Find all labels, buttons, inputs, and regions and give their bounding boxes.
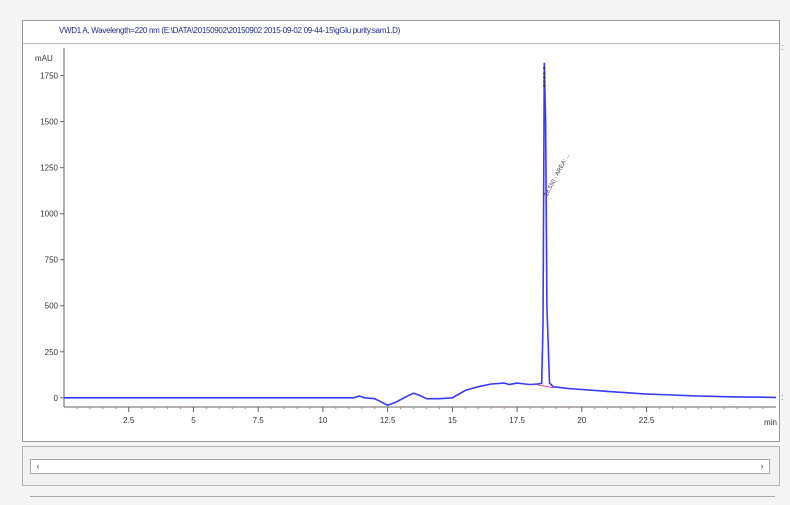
x-tick-label: 20 <box>577 416 586 425</box>
peak-marker <box>543 84 546 87</box>
horizontal-scrollbar[interactable]: ‹ › <box>30 459 770 474</box>
x-tick-label: 15 <box>448 416 457 425</box>
x-tick-label: 10 <box>318 416 327 425</box>
x-tick-label: 2.5 <box>123 416 135 425</box>
y-tick-label: 1250 <box>40 164 58 173</box>
y-tick-label: 0 <box>54 394 59 403</box>
x-tick-label: 7.5 <box>253 416 265 425</box>
y-tick-label: 750 <box>45 256 59 265</box>
divider <box>30 496 775 497</box>
peak-marker <box>543 72 546 75</box>
chromatogram-trace <box>64 62 777 407</box>
y-axis-label: mAU <box>35 54 53 63</box>
x-axis-ticks: 2.5 5 7.5 10 12.5 15 17.5 20 22.5 <box>76 407 764 425</box>
baseline-marker <box>537 384 554 389</box>
window-resize-grip[interactable]: :: <box>781 42 784 402</box>
y-tick-label: 500 <box>45 302 59 311</box>
peak-annotation: 18.550 - AREA: ... <box>544 152 572 198</box>
chart-title: VWD1 A, Wavelength=220 nm (E:\DATA\20150… <box>59 26 400 35</box>
y-tick-label: 1000 <box>40 210 58 219</box>
scroll-left-icon[interactable]: ‹ <box>36 461 40 471</box>
scroll-panel: ‹ › <box>22 446 780 486</box>
y-tick-label: 250 <box>45 348 59 357</box>
y-tick-label: 1750 <box>40 72 58 81</box>
chromatogram-plot: 0 250 500 750 1000 1250 1500 1750 2.5 5 7.5 10 12.5… <box>35 48 777 427</box>
x-tick-label: 5 <box>191 416 196 425</box>
x-tick-label: 12.5 <box>380 416 396 425</box>
y-tick-label: 1500 <box>40 118 58 127</box>
x-tick-label: 17.5 <box>509 416 525 425</box>
x-axis-label: min <box>764 418 777 427</box>
chart-panel: VWD1 A, Wavelength=220 nm (E:\DATA\20150… <box>22 20 780 442</box>
chart-title-bar: VWD1 A, Wavelength=220 nm (E:\DATA\20150… <box>23 21 779 44</box>
peak-marker <box>543 76 546 79</box>
peak-marker <box>543 66 546 70</box>
peak-marker <box>543 80 546 83</box>
y-axis-ticks: 0 250 500 750 1000 1250 1500 1750 <box>40 72 64 403</box>
x-tick-label: 22.5 <box>639 416 655 425</box>
peak-markers <box>543 66 546 87</box>
scroll-right-icon[interactable]: › <box>760 461 764 471</box>
